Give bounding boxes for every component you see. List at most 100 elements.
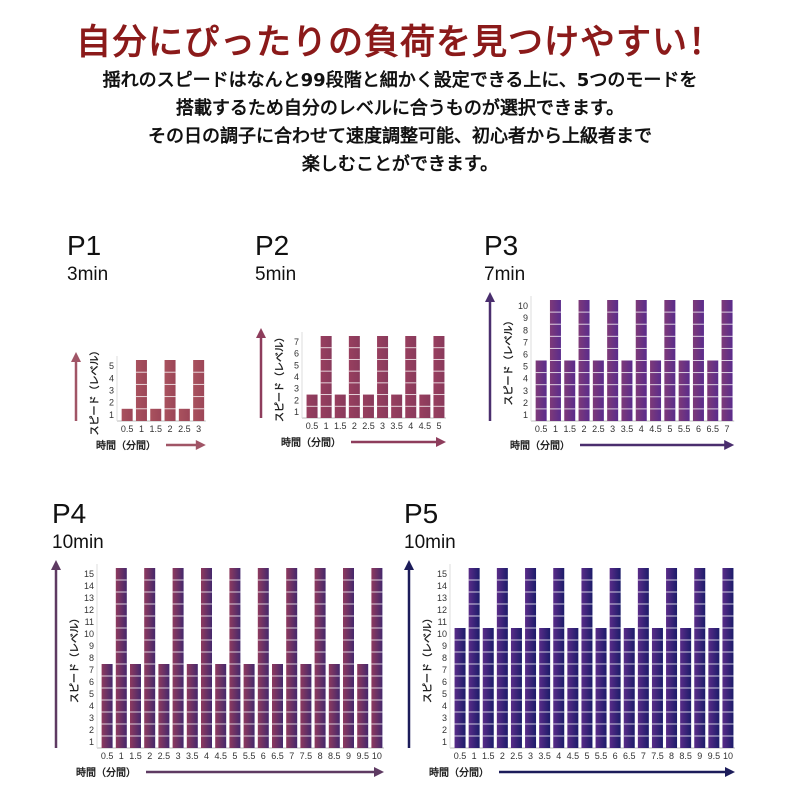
chart-title: P1 bbox=[67, 230, 101, 261]
bar bbox=[377, 336, 389, 418]
y-tick-label: 6 bbox=[523, 349, 528, 359]
bar bbox=[722, 568, 734, 748]
chart-duration: 10min bbox=[52, 532, 104, 553]
x-tick-label: 1 bbox=[119, 751, 124, 761]
bar bbox=[135, 360, 147, 421]
chart-title: P2 bbox=[255, 230, 289, 261]
bar bbox=[694, 568, 706, 748]
y-tick-label: 7 bbox=[89, 665, 94, 675]
y-tick-label: 1 bbox=[89, 737, 94, 747]
bar bbox=[215, 664, 227, 748]
arrow-right-icon bbox=[725, 767, 735, 777]
x-tick-label: 1.5 bbox=[563, 424, 576, 434]
y-tick-label: 15 bbox=[84, 569, 94, 579]
y-tick-label: 4 bbox=[442, 701, 447, 711]
description-line-1: 揺れのスピードはなんと99段階と細かく設定できる上に、5つのモードを bbox=[102, 70, 698, 91]
y-tick-label: 2 bbox=[294, 395, 299, 405]
x-axis-label: 時間（分間） bbox=[96, 439, 156, 452]
y-tick-label: 4 bbox=[523, 374, 528, 384]
x-tick-label: 4 bbox=[408, 421, 413, 431]
bar bbox=[621, 360, 633, 421]
bar bbox=[121, 408, 133, 421]
bar bbox=[178, 408, 190, 421]
x-tick-label: 4.5 bbox=[567, 751, 580, 761]
x-tick-label: 10 bbox=[723, 751, 733, 761]
x-tick-label: 2.5 bbox=[362, 421, 375, 431]
x-tick-label: 3.5 bbox=[186, 751, 199, 761]
bar bbox=[243, 664, 255, 748]
x-tick-label: 9.5 bbox=[708, 751, 721, 761]
x-tick-label: 2 bbox=[582, 424, 587, 434]
y-tick-label: 6 bbox=[442, 677, 447, 687]
arrow-up-icon bbox=[51, 560, 61, 570]
x-axis-label: 時間（分間） bbox=[76, 766, 136, 779]
chart-title: P3 bbox=[484, 230, 518, 261]
x-tick-label: 1.5 bbox=[129, 751, 142, 761]
x-tick-label: 2.5 bbox=[510, 751, 523, 761]
bar bbox=[150, 408, 162, 421]
y-tick-label: 2 bbox=[89, 725, 94, 735]
chart-duration: 3min bbox=[67, 264, 108, 285]
x-tick-label: 3 bbox=[528, 751, 533, 761]
x-tick-label: 10 bbox=[372, 751, 382, 761]
x-tick-label: 5 bbox=[584, 751, 589, 761]
x-tick-label: 2.5 bbox=[178, 424, 191, 434]
bar bbox=[496, 568, 508, 748]
y-tick-label: 12 bbox=[84, 605, 94, 615]
bar bbox=[172, 568, 184, 748]
x-tick-label: 3.5 bbox=[390, 421, 403, 431]
description-line-2: 搭載するため自分のレベルに合うものが選択できます。 bbox=[175, 98, 625, 119]
bar bbox=[433, 336, 445, 418]
bars bbox=[121, 360, 205, 421]
bar bbox=[193, 360, 205, 421]
bar bbox=[272, 664, 283, 748]
bar bbox=[201, 568, 212, 748]
y-tick-label: 5 bbox=[442, 689, 447, 699]
y-tick-label: 14 bbox=[84, 581, 94, 591]
x-tick-label: 9 bbox=[697, 751, 702, 761]
x-tick-label: 4 bbox=[204, 751, 209, 761]
x-axis-label: 時間（分間） bbox=[429, 766, 489, 779]
bar bbox=[320, 336, 332, 418]
bars bbox=[454, 568, 734, 748]
chart-p1: P1 3min 0.5 1 1.5 2 2.5 3 1 2 3 4 5 スピード（レベル） 時間（分間） bbox=[67, 230, 206, 452]
y-tick-label: 10 bbox=[84, 629, 94, 639]
bars bbox=[101, 568, 383, 748]
bar bbox=[328, 664, 340, 748]
x-tick-label: 3.5 bbox=[621, 424, 634, 434]
x-tick-label: 8 bbox=[318, 751, 323, 761]
arrow-up-icon bbox=[71, 352, 81, 362]
x-tick-label: 4.5 bbox=[214, 751, 227, 761]
bar bbox=[592, 360, 604, 421]
headline: 自分にぴったりの負荷を見つけやすい！ bbox=[75, 23, 724, 63]
x-tick-label: 2 bbox=[352, 421, 357, 431]
x-tick-label: 3 bbox=[380, 421, 385, 431]
y-tick-label: 4 bbox=[109, 373, 114, 383]
x-tick-label: 1.5 bbox=[334, 421, 347, 431]
x-tick-label: 3 bbox=[176, 751, 181, 761]
x-tick-label: 4 bbox=[556, 751, 561, 761]
y-tick-label: 6 bbox=[294, 349, 299, 359]
y-tick-label: 15 bbox=[437, 569, 447, 579]
y-tick-label: 8 bbox=[442, 653, 447, 663]
x-tick-label: 3 bbox=[196, 424, 201, 434]
arrow-up-icon bbox=[485, 292, 495, 302]
x-tick-label: 6.5 bbox=[271, 751, 284, 761]
bar bbox=[348, 336, 360, 418]
bars bbox=[306, 336, 445, 418]
chart-p3: P3 7min 0.5 1 1.5 2 2.5 3 3.5 4 4.5 5 5.5 6 6.5 7 1 2 3 4 5 6… bbox=[484, 230, 735, 452]
y-tick-label: 13 bbox=[437, 593, 447, 603]
bar bbox=[581, 568, 593, 748]
bar bbox=[144, 568, 156, 748]
y-tick-label: 13 bbox=[84, 593, 94, 603]
x-tick-label: 4 bbox=[639, 424, 644, 434]
bar bbox=[343, 568, 354, 748]
chart-duration: 7min bbox=[484, 264, 525, 285]
bar bbox=[678, 360, 690, 421]
y-tick-label: 5 bbox=[294, 360, 299, 370]
description-line-3: その日の調子に合わせて速度調整可能、初心者から上級者まで bbox=[148, 126, 652, 147]
bar bbox=[186, 664, 198, 748]
x-tick-label: 1.5 bbox=[149, 424, 162, 434]
bar bbox=[300, 664, 312, 748]
